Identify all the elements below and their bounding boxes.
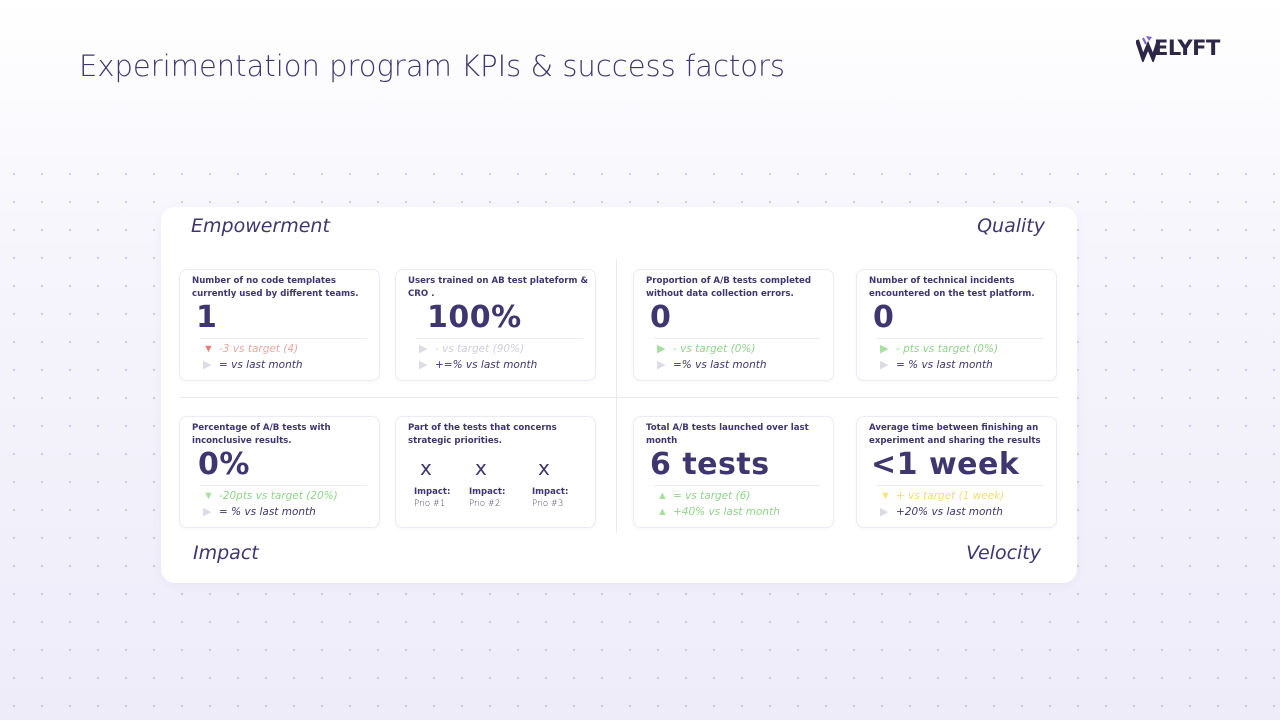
triangle-right-icon: ▶ [203, 358, 212, 371]
card-divider [200, 338, 366, 339]
kpi-card-incidents: Number of technical incidents encountere… [856, 269, 1057, 381]
triangle-right-icon: ▶ [419, 358, 428, 371]
card-divider [200, 485, 366, 486]
kpi-description: Part of the tests that concerns strategi… [408, 423, 557, 446]
priority-mark: x [538, 456, 550, 480]
kpi-description: Percentage of A/B tests with inconclusiv… [192, 423, 331, 446]
kpi-description: Users trained on AB test plateform & CRO… [408, 276, 588, 299]
card-divider [654, 485, 820, 486]
priority-sub: Prio #2 [469, 499, 501, 509]
kpi-description: Number of no code templates currently us… [192, 276, 359, 299]
kpi-card-inconclusive: Percentage of A/B tests with inconclusiv… [179, 416, 380, 528]
trend-vs-target-text: - vs target (0%) [673, 343, 756, 355]
triangle-down-icon: ▼ [203, 342, 214, 355]
kpi-card-strategic-priorities: Part of the tests that concerns strategi… [395, 416, 596, 528]
trend-vs-target: ▶ - vs target (90%) [419, 342, 524, 356]
trend-vs-last-month-text: = % vs last month [896, 359, 993, 371]
trend-vs-last-month-text: +40% vs last month [673, 506, 780, 518]
priority-mark: x [475, 456, 487, 480]
trend-vs-last-month: ▲ +40% vs last month [657, 505, 780, 519]
trend-vs-last-month: ▶ +20% vs last month [880, 505, 1003, 519]
priority-item: x Impact: Prio #1 [414, 455, 464, 511]
kpi-panel: Empowerment Quality Impact Velocity Numb… [161, 207, 1077, 583]
trend-vs-target: ▼ -3 vs target (4) [203, 342, 298, 356]
trend-vs-target-text: - pts vs target (0%) [896, 343, 999, 355]
trend-vs-last-month-text: = vs last month [219, 359, 303, 371]
trend-vs-last-month: ▶ =% vs last month [657, 358, 767, 372]
trend-vs-last-month-text: +=% vs last month [435, 359, 538, 371]
kpi-value: 0 [650, 300, 672, 335]
kpi-value: 0 [873, 300, 895, 335]
vertical-divider [616, 259, 617, 533]
triangle-up-icon: ▲ [657, 505, 668, 518]
card-divider [654, 338, 820, 339]
kpi-value: 100% [427, 300, 522, 335]
trend-vs-last-month: ▶ +=% vs last month [419, 358, 537, 372]
kpi-description: Average time between finishing an experi… [869, 423, 1041, 446]
triangle-down-icon: ▼ [203, 489, 214, 502]
priority-item: x Impact: Prio #3 [532, 455, 582, 511]
card-divider [877, 485, 1043, 486]
priority-label: Impact: [414, 487, 451, 497]
trend-vs-target: ▶ - vs target (0%) [657, 342, 755, 356]
kpi-value: 0% [198, 447, 250, 482]
welyft-logo: ELYFT [1136, 34, 1246, 62]
priority-sub: Prio #3 [532, 499, 564, 509]
trend-vs-target-text: -20pts vs target (20%) [219, 490, 338, 502]
kpi-value: <1 week [871, 447, 1020, 482]
priority-label: Impact: [469, 487, 506, 497]
quadrant-label-empowerment: Empowerment [191, 215, 330, 237]
slide-title: Experimentation program KPIs & success f… [79, 49, 786, 83]
trend-vs-last-month: ▶ = vs last month [203, 358, 303, 372]
card-divider [416, 338, 582, 339]
logo-text: ELYFT [1154, 36, 1220, 60]
kpi-value: 6 tests [650, 447, 770, 482]
trend-vs-target-text: - vs target (90%) [435, 343, 525, 355]
priority-sub: Prio #1 [414, 499, 446, 509]
trend-vs-last-month-text: =% vs last month [673, 359, 767, 371]
trend-vs-target: ▼ -20pts vs target (20%) [203, 489, 338, 503]
card-divider [877, 338, 1043, 339]
triangle-down-icon: ▼ [880, 489, 891, 502]
triangle-right-icon: ▶ [880, 358, 889, 371]
trend-vs-last-month-text: +20% vs last month [896, 506, 1003, 518]
kpi-description: Proportion of A/B tests completed withou… [646, 276, 812, 299]
triangle-right-icon: ▶ [419, 342, 428, 355]
triangle-right-icon: ▶ [657, 358, 666, 371]
kpi-description: Number of technical incidents encountere… [869, 276, 1035, 299]
triangle-right-icon: ▶ [880, 342, 889, 355]
quadrant-label-velocity: Velocity [966, 542, 1041, 564]
triangle-right-icon: ▶ [880, 505, 889, 518]
kpi-value: 1 [196, 300, 218, 335]
triangle-right-icon: ▶ [657, 342, 666, 355]
kpi-card-users-trained: Users trained on AB test plateform & CRO… [395, 269, 596, 381]
trend-vs-target-text: = vs target (6) [673, 490, 751, 502]
trend-vs-last-month: ▶ = % vs last month [880, 358, 993, 372]
trend-vs-target: ▶ - pts vs target (0%) [880, 342, 998, 356]
trend-vs-target: ▼ + vs target (1 week) [880, 489, 1004, 503]
triangle-right-icon: ▶ [203, 505, 212, 518]
kpi-card-time-to-share: Average time between finishing an experi… [856, 416, 1057, 528]
trend-vs-target-text: -3 vs target (4) [219, 343, 299, 355]
kpi-card-data-errors: Proportion of A/B tests completed withou… [633, 269, 834, 381]
horizontal-divider [179, 397, 1059, 398]
quadrant-label-quality: Quality [977, 215, 1045, 237]
trend-vs-target-text: + vs target (1 week) [896, 490, 1005, 502]
kpi-description: Total A/B tests launched over last month [646, 423, 809, 446]
quadrant-label-impact: Impact [193, 542, 259, 564]
kpi-card-templates: Number of no code templates currently us… [179, 269, 380, 381]
logo-w-icon [1136, 36, 1161, 62]
kpi-card-tests-launched: Total A/B tests launched over last month… [633, 416, 834, 528]
priority-item: x Impact: Prio #2 [469, 455, 519, 511]
trend-vs-last-month-text: = % vs last month [219, 506, 316, 518]
priority-label: Impact: [532, 487, 569, 497]
priority-mark: x [420, 456, 432, 480]
trend-vs-last-month: ▶ = % vs last month [203, 505, 316, 519]
trend-vs-target: ▲ = vs target (6) [657, 489, 750, 503]
triangle-up-icon: ▲ [657, 489, 668, 502]
